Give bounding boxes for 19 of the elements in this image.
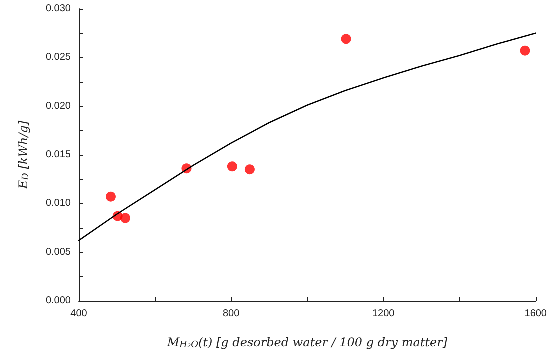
point xyxy=(520,46,530,56)
y-tick-label: 0.015 xyxy=(46,150,72,160)
point xyxy=(106,192,116,202)
x-tick-label: 1200 xyxy=(372,308,396,320)
y-tick-label: 0.000 xyxy=(46,296,72,306)
point xyxy=(120,213,130,224)
y-tick-label: 0.010 xyxy=(46,198,72,210)
y-tick-label: 0.030 xyxy=(46,4,72,14)
line-series xyxy=(78,32,537,242)
x-tick-label: 400 xyxy=(70,308,88,320)
point xyxy=(227,162,238,172)
point xyxy=(341,34,352,44)
y-tick-label: 0.025 xyxy=(46,52,72,64)
y-tick-label: 0.020 xyxy=(46,100,72,112)
y-tick-label: 0.005 xyxy=(46,246,72,258)
y-axis-title: ED [kWh/g] xyxy=(16,120,32,190)
x-tick-label: 1600 xyxy=(524,308,548,320)
x-tick-label: 800 xyxy=(222,308,240,320)
point xyxy=(244,164,255,175)
